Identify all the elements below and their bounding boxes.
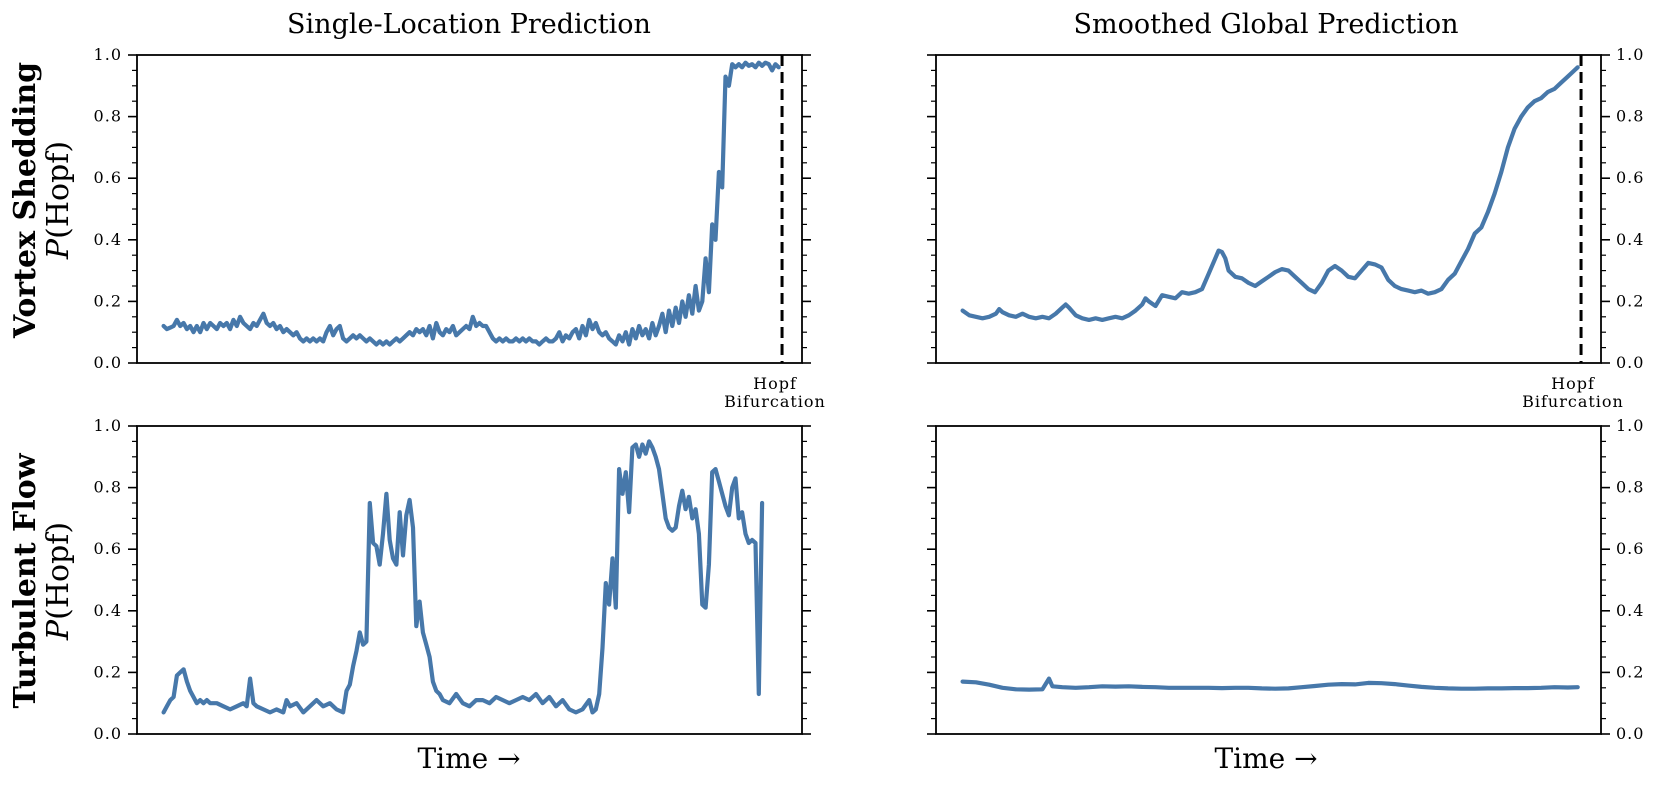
- ytick-label: 0.0: [94, 724, 122, 743]
- ytick-label: 0.2: [1616, 291, 1644, 310]
- hopf-label-left-1: Hopf: [753, 374, 797, 393]
- row-ylabel-turbulent: P(Hopf): [41, 522, 76, 641]
- ytick-label: 0.8: [94, 107, 122, 126]
- ytick-label: 0.2: [1616, 662, 1644, 681]
- ytick-label: 0.4: [94, 601, 122, 620]
- xlabel-right: Time →: [1214, 742, 1317, 775]
- series-line: [161, 60, 781, 347]
- ytick-label: 0.6: [1616, 168, 1644, 187]
- series-line: [161, 439, 765, 715]
- ytick-label: 1.0: [1616, 45, 1644, 64]
- ytick-label: 0.4: [1616, 601, 1644, 620]
- col-title-left: Single-Location Prediction: [287, 9, 651, 40]
- hopf-label-right-1: Hopf: [1551, 374, 1595, 393]
- col-title-right: Smoothed Global Prediction: [1074, 9, 1459, 40]
- series-line: [960, 65, 1580, 322]
- ytick-label: 1.0: [94, 45, 122, 64]
- row-label-vortex: Vortex Shedding: [8, 62, 43, 339]
- ytick-label: 1.0: [1616, 416, 1644, 435]
- ytick-label: 0.8: [1616, 478, 1644, 497]
- xlabel-left: Time →: [417, 742, 520, 775]
- ytick-label: 0.4: [94, 230, 122, 249]
- ytick-label: 0.6: [94, 168, 122, 187]
- panel-single-turbulent: 0.0 0.2 0.4 0.6 0.8 1.0: [94, 416, 811, 743]
- ytick-label: 0.2: [94, 291, 122, 310]
- hopf-label-right-2: Bifurcation: [1522, 392, 1624, 411]
- axes-frame: [136, 425, 803, 735]
- ylabel-math-vortex: P: [41, 238, 76, 260]
- axes-frame: [136, 54, 803, 364]
- ytick-label: 0.0: [1616, 724, 1644, 743]
- ytick-label: 0.2: [94, 662, 122, 681]
- panel-global-vortex: 0.0 0.2 0.4 0.6 0.8 1.0: [927, 45, 1644, 372]
- row-label-turbulent: Turbulent Flow: [8, 452, 43, 708]
- ylabel-math-turbulent: P: [41, 619, 76, 641]
- panel-single-vortex: 0.0 0.2 0.4 0.6 0.8 1.0: [94, 45, 811, 372]
- ytick-label: 0.0: [94, 353, 122, 372]
- axes-frame: [935, 425, 1602, 735]
- row-ylabel-vortex: P(Hopf): [41, 141, 76, 260]
- ytick-label: 0.0: [1616, 353, 1644, 372]
- axes-frame: [935, 54, 1602, 364]
- ylabel-rest-turbulent: (Hopf): [41, 522, 76, 620]
- hopf-label-left-2: Bifurcation: [724, 392, 826, 411]
- ytick-label: 0.8: [94, 478, 122, 497]
- ylabel-rest-vortex: (Hopf): [41, 141, 76, 239]
- panel-global-turbulent: 0.0 0.2 0.4 0.6 0.8 1.0: [927, 416, 1644, 743]
- ytick-label: 1.0: [94, 416, 122, 435]
- ytick-label: 0.8: [1616, 107, 1644, 126]
- series-line: [960, 676, 1580, 692]
- ytick-label: 0.6: [1616, 539, 1644, 558]
- ytick-label: 0.4: [1616, 230, 1644, 249]
- ytick-label: 0.6: [94, 539, 122, 558]
